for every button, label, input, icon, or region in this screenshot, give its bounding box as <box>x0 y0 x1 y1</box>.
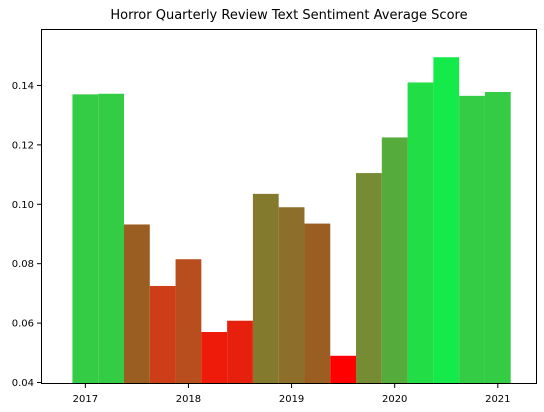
bar-5 <box>201 332 228 384</box>
bar-9 <box>304 223 331 384</box>
bar-0 <box>72 94 99 384</box>
y-tick-label: 0.08 <box>12 259 34 270</box>
x-tick-label: 2018 <box>176 394 201 405</box>
y-tick-label: 0.14 <box>12 81 34 92</box>
plot-frame <box>41 29 537 384</box>
x-tick-label: 2019 <box>279 394 304 405</box>
y-tick-label: 0.04 <box>12 378 34 389</box>
x-tick-label: 2020 <box>382 394 407 405</box>
bar-6 <box>227 320 253 384</box>
bar-3 <box>149 285 176 384</box>
x-axis: 2017 2018 2019 2020 2021 <box>73 384 511 405</box>
bar-15 <box>459 95 485 384</box>
bar-16 <box>484 91 511 385</box>
bar-1 <box>98 93 125 384</box>
y-tick-label: 0.10 <box>12 200 34 211</box>
bars-group <box>72 57 511 385</box>
bar-8 <box>278 207 305 384</box>
chart-title: Horror Quarterly Review Text Sentiment A… <box>110 8 467 23</box>
x-tick-label: 2017 <box>73 394 98 405</box>
bar-2 <box>124 224 150 384</box>
bar-12 <box>381 137 408 384</box>
bar-7 <box>252 193 279 384</box>
x-tick-label: 2021 <box>485 394 510 405</box>
y-tick-label: 0.12 <box>12 140 34 151</box>
bar-10 <box>330 355 357 384</box>
y-tick-label: 0.06 <box>12 319 34 330</box>
bar-4 <box>175 259 202 384</box>
bar-13 <box>407 82 434 384</box>
y-axis: 0.04 0.06 0.08 0.10 0.12 0.14 <box>12 81 41 389</box>
bar-14 <box>433 57 460 385</box>
bar-11 <box>356 173 382 384</box>
